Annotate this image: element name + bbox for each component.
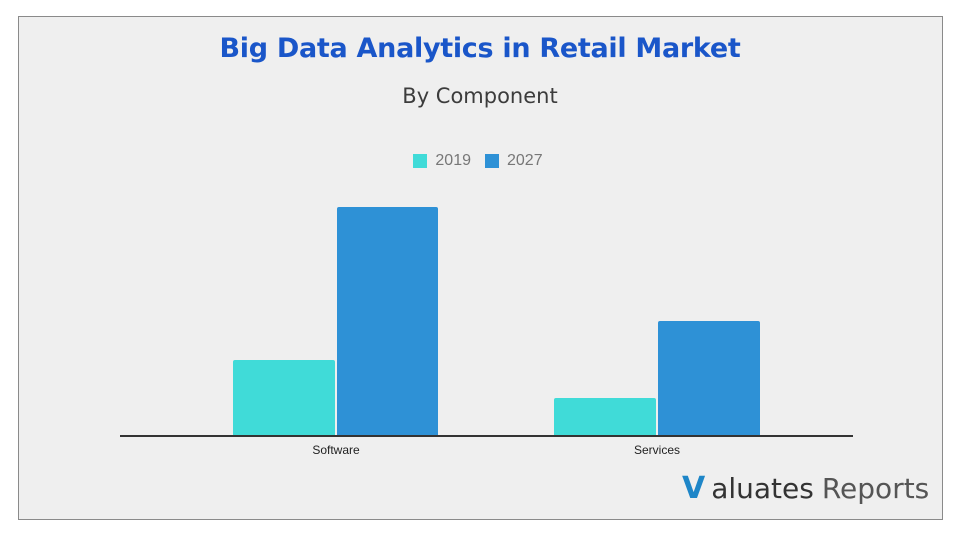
legend-item-2019[interactable]: 2019 bbox=[413, 152, 471, 170]
chart-subtitle: By Component bbox=[402, 84, 558, 108]
logo-brand: aluates bbox=[711, 472, 814, 505]
x-axis-line bbox=[120, 435, 853, 437]
bar-software-2027[interactable] bbox=[337, 207, 438, 436]
chart-legend: 2019 2027 bbox=[0, 152, 960, 170]
valuates-logo: V aluates Reports bbox=[682, 471, 929, 506]
legend-label: 2019 bbox=[435, 152, 471, 169]
bar-software-2019[interactable] bbox=[233, 360, 335, 436]
bar-services-2027[interactable] bbox=[658, 321, 760, 436]
legend-swatch-2019-icon bbox=[413, 154, 428, 168]
legend-item-2027[interactable]: 2027 bbox=[485, 152, 543, 170]
x-tick-software: Software bbox=[312, 443, 360, 457]
legend-swatch-2027-icon bbox=[485, 154, 499, 168]
bar-services-2019[interactable] bbox=[554, 398, 656, 436]
logo-suffix: Reports bbox=[821, 472, 930, 505]
x-tick-services: Services bbox=[633, 443, 680, 457]
chart-title: Big Data Analytics in Retail Market bbox=[219, 33, 741, 64]
logo-v-icon: V bbox=[682, 471, 706, 506]
legend-label: 2027 bbox=[507, 152, 543, 169]
